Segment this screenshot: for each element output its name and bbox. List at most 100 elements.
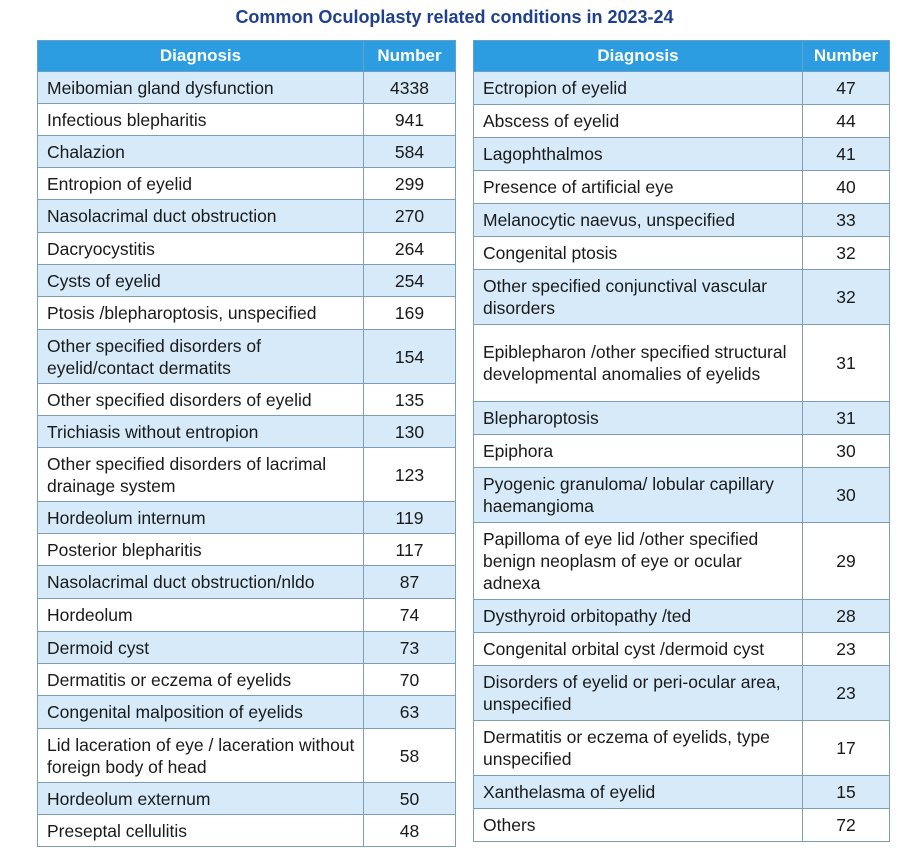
diagnosis-cell: Posterior blepharitis — [37, 533, 364, 566]
table-row: Lagophthalmos 41 — [473, 137, 890, 171]
number-cell: 31 — [802, 324, 890, 402]
diagnosis-cell: Entropion of eyelid — [37, 167, 364, 200]
diagnosis-cell: Nasolacrimal duct obstruction/nldo — [37, 565, 364, 599]
diagnosis-cell: Chalazion — [37, 135, 364, 168]
table-row: Dermatitis or eczema of eyelids, type un… — [473, 720, 890, 776]
diagnosis-cell: Meibomian gland dysfunction — [37, 71, 364, 104]
table-row: Blepharoptosis 31 — [473, 401, 890, 435]
table-row: Disorders of eyelid or peri-ocular area,… — [473, 665, 890, 721]
diagnosis-cell: Infectious blepharitis — [37, 103, 364, 136]
diagnosis-cell: Lid laceration of eye / laceration witho… — [37, 728, 364, 783]
diagnosis-cell: Epiblepharon /other specified structural… — [473, 324, 803, 402]
table-row: Cysts of eyelid 254 — [37, 264, 456, 297]
table-row: Infectious blepharitis 941 — [37, 103, 456, 136]
diagnosis-cell: Disorders of eyelid or peri-ocular area,… — [473, 665, 803, 721]
number-cell: 44 — [802, 104, 890, 138]
table-row: Posterior blepharitis 117 — [37, 533, 456, 566]
diagnosis-cell: Other specified disorders of lacrimal dr… — [37, 447, 364, 502]
diagnosis-cell: Congenital ptosis — [473, 236, 803, 270]
table-row: Dacryocystitis 264 — [37, 232, 456, 265]
diagnosis-cell: Others — [473, 808, 803, 842]
table-row: Other specified disorders of eyelid/cont… — [37, 329, 456, 384]
number-cell: 15 — [802, 775, 890, 809]
table-row: Hordeolum externum 50 — [37, 782, 456, 815]
table-row: Epiblepharon /other specified structural… — [473, 324, 890, 402]
table-row: Epiphora 30 — [473, 434, 890, 468]
table-row: Meibomian gland dysfunction 4338 — [37, 71, 456, 104]
table-row: Others 72 — [473, 808, 890, 842]
table-row: Pyogenic granuloma/ lobular capillary ha… — [473, 467, 890, 523]
number-cell: 87 — [363, 565, 456, 599]
number-cell: 23 — [802, 665, 890, 721]
diagnosis-cell: Melanocytic naevus, unspecified — [473, 203, 803, 237]
number-cell: 270 — [363, 199, 456, 233]
table-row: Preseptal cellulitis 48 — [37, 814, 456, 847]
table-row: Dermatitis or eczema of eyelids 70 — [37, 663, 456, 696]
number-cell: 50 — [363, 782, 456, 815]
diagnosis-table-right: Diagnosis Number Ectropion of eyelid 47 Ab… — [473, 40, 890, 842]
table-row: Melanocytic naevus, unspecified 33 — [473, 203, 890, 237]
number-cell: 73 — [363, 631, 456, 664]
diagnosis-cell: Dermatitis or eczema of eyelids — [37, 663, 364, 696]
table-row: Abscess of eyelid 44 — [473, 104, 890, 138]
number-cell: 135 — [363, 383, 456, 416]
diagnosis-cell: Hordeolum externum — [37, 782, 364, 815]
number-column-header: Number — [802, 40, 890, 72]
number-cell: 48 — [363, 814, 456, 847]
diagnosis-cell: Lagophthalmos — [473, 137, 803, 171]
number-cell: 30 — [802, 434, 890, 468]
number-cell: 47 — [802, 71, 890, 105]
diagnosis-cell: Pyogenic granuloma/ lobular capillary ha… — [473, 467, 803, 523]
table-row: Other specified disorders of lacrimal dr… — [37, 447, 456, 502]
diagnosis-cell: Congenital malposition of eyelids — [37, 695, 364, 729]
number-cell: 130 — [363, 415, 456, 448]
diagnosis-cell: Other specified disorders of eyelid/cont… — [37, 329, 364, 384]
table-row: Ptosis /blepharoptosis, unspecified 169 — [37, 296, 456, 330]
table-row: Trichiasis without entropion 130 — [37, 415, 456, 448]
diagnosis-cell: Other specified disorders of eyelid — [37, 383, 364, 416]
table-row: Congenital orbital cyst /dermoid cyst 23 — [473, 632, 890, 666]
number-cell: 31 — [802, 401, 890, 435]
number-cell: 74 — [363, 598, 456, 632]
table-row: Hordeolum 74 — [37, 598, 456, 632]
number-cell: 40 — [802, 170, 890, 204]
number-cell: 169 — [363, 296, 456, 330]
diagnosis-cell: Blepharoptosis — [473, 401, 803, 435]
table-row: Hordeolum internum 119 — [37, 501, 456, 534]
number-cell: 29 — [802, 522, 890, 600]
number-cell: 154 — [363, 329, 456, 384]
number-column-header: Number — [363, 40, 456, 72]
table-row: Presence of artificial eye 40 — [473, 170, 890, 204]
page-title: Common Oculoplasty related conditions in… — [235, 7, 674, 27]
number-cell: 23 — [802, 632, 890, 666]
diagnosis-cell: Papilloma of eye lid /other specified be… — [473, 522, 803, 600]
number-cell: 41 — [802, 137, 890, 171]
diagnosis-cell: Preseptal cellulitis — [37, 814, 364, 847]
number-cell: 30 — [802, 467, 890, 523]
table-row: Papilloma of eye lid /other specified be… — [473, 522, 890, 600]
diagnosis-cell: Dysthyroid orbitopathy /ted — [473, 599, 803, 633]
diagnosis-column-header: Diagnosis — [37, 40, 364, 72]
diagnosis-cell: Dermoid cyst — [37, 631, 364, 664]
number-cell: 32 — [802, 236, 890, 270]
number-cell: 299 — [363, 167, 456, 200]
table-row: Dermoid cyst 73 — [37, 631, 456, 664]
diagnosis-cell: Dacryocystitis — [37, 232, 364, 265]
number-cell: 264 — [363, 232, 456, 265]
number-cell: 4338 — [363, 71, 456, 104]
number-cell: 123 — [363, 447, 456, 502]
diagnosis-cell: Cysts of eyelid — [37, 264, 364, 297]
number-cell: 63 — [363, 695, 456, 729]
table-row: Other specified conjunctival vascular di… — [473, 269, 890, 325]
table-row: Lid laceration of eye / laceration witho… — [37, 728, 456, 783]
diagnosis-table-left: Diagnosis Number Meibomian gland dysfunc… — [37, 40, 456, 847]
table-header-row: Diagnosis Number — [37, 40, 456, 72]
table-row: Congenital malposition of eyelids 63 — [37, 695, 456, 729]
diagnosis-column-header: Diagnosis — [473, 40, 803, 72]
number-cell: 584 — [363, 135, 456, 168]
table-header-row: Diagnosis Number — [473, 40, 890, 72]
table-row: Congenital ptosis 32 — [473, 236, 890, 270]
diagnosis-cell: Hordeolum internum — [37, 501, 364, 534]
table-row: Xanthelasma of eyelid 15 — [473, 775, 890, 809]
diagnosis-cell: Nasolacrimal duct obstruction — [37, 199, 364, 233]
